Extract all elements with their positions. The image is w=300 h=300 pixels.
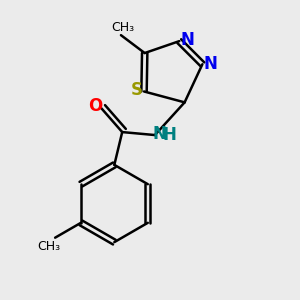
Text: N: N — [181, 31, 194, 49]
Text: CH₃: CH₃ — [111, 21, 134, 34]
Text: CH₃: CH₃ — [38, 239, 61, 253]
Text: H: H — [163, 126, 177, 144]
Text: S: S — [130, 81, 142, 99]
Text: O: O — [88, 97, 103, 115]
Text: N: N — [152, 124, 166, 142]
Text: N: N — [204, 55, 218, 73]
